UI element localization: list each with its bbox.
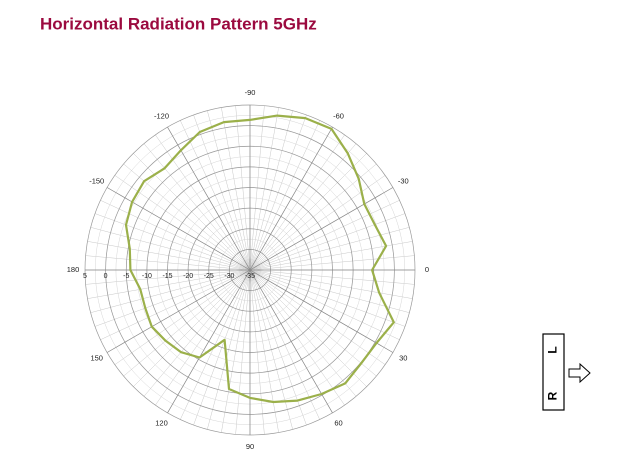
angle-label: -120 — [154, 112, 169, 121]
r-tick-label: -25 — [204, 273, 214, 280]
r-tick-label: -5 — [123, 273, 129, 280]
legend-box — [542, 333, 565, 411]
r-tick-label: 0 — [104, 273, 108, 280]
direction-legend: R L — [542, 333, 591, 411]
legend-right: L — [546, 346, 560, 353]
grid — [84, 104, 416, 436]
spoke — [106, 187, 251, 271]
r-tick-label: -30 — [224, 273, 234, 280]
r-tick-label: -20 — [183, 273, 193, 280]
spoke — [249, 126, 333, 271]
angle-label: 120 — [155, 418, 168, 427]
angle-label: 30 — [399, 353, 407, 362]
angle-label: -150 — [89, 176, 104, 185]
spoke — [249, 269, 333, 414]
angle-label: 0 — [425, 265, 429, 274]
arrow — [568, 362, 591, 384]
angle-label: 90 — [246, 442, 254, 451]
r-tick-label: 5 — [83, 273, 87, 280]
pattern-line — [124, 114, 395, 404]
r-tick-label: -15 — [162, 273, 172, 280]
r-tick-label: -10 — [142, 273, 152, 280]
angle-label: 150 — [90, 353, 103, 362]
angle-label: -30 — [398, 176, 409, 185]
spoke — [249, 269, 394, 353]
spoke — [167, 269, 251, 414]
r-tick-label: -35 — [245, 273, 255, 280]
angle-label: 180 — [67, 265, 80, 274]
spoke — [249, 187, 394, 271]
angle-label: -90 — [245, 88, 256, 97]
angle-label: -60 — [333, 112, 344, 121]
spoke — [106, 269, 251, 353]
angle-label: 60 — [334, 418, 342, 427]
chart-title: Horizontal Radiation Pattern 5GHz — [40, 14, 317, 33]
legend-left: R — [546, 391, 560, 400]
